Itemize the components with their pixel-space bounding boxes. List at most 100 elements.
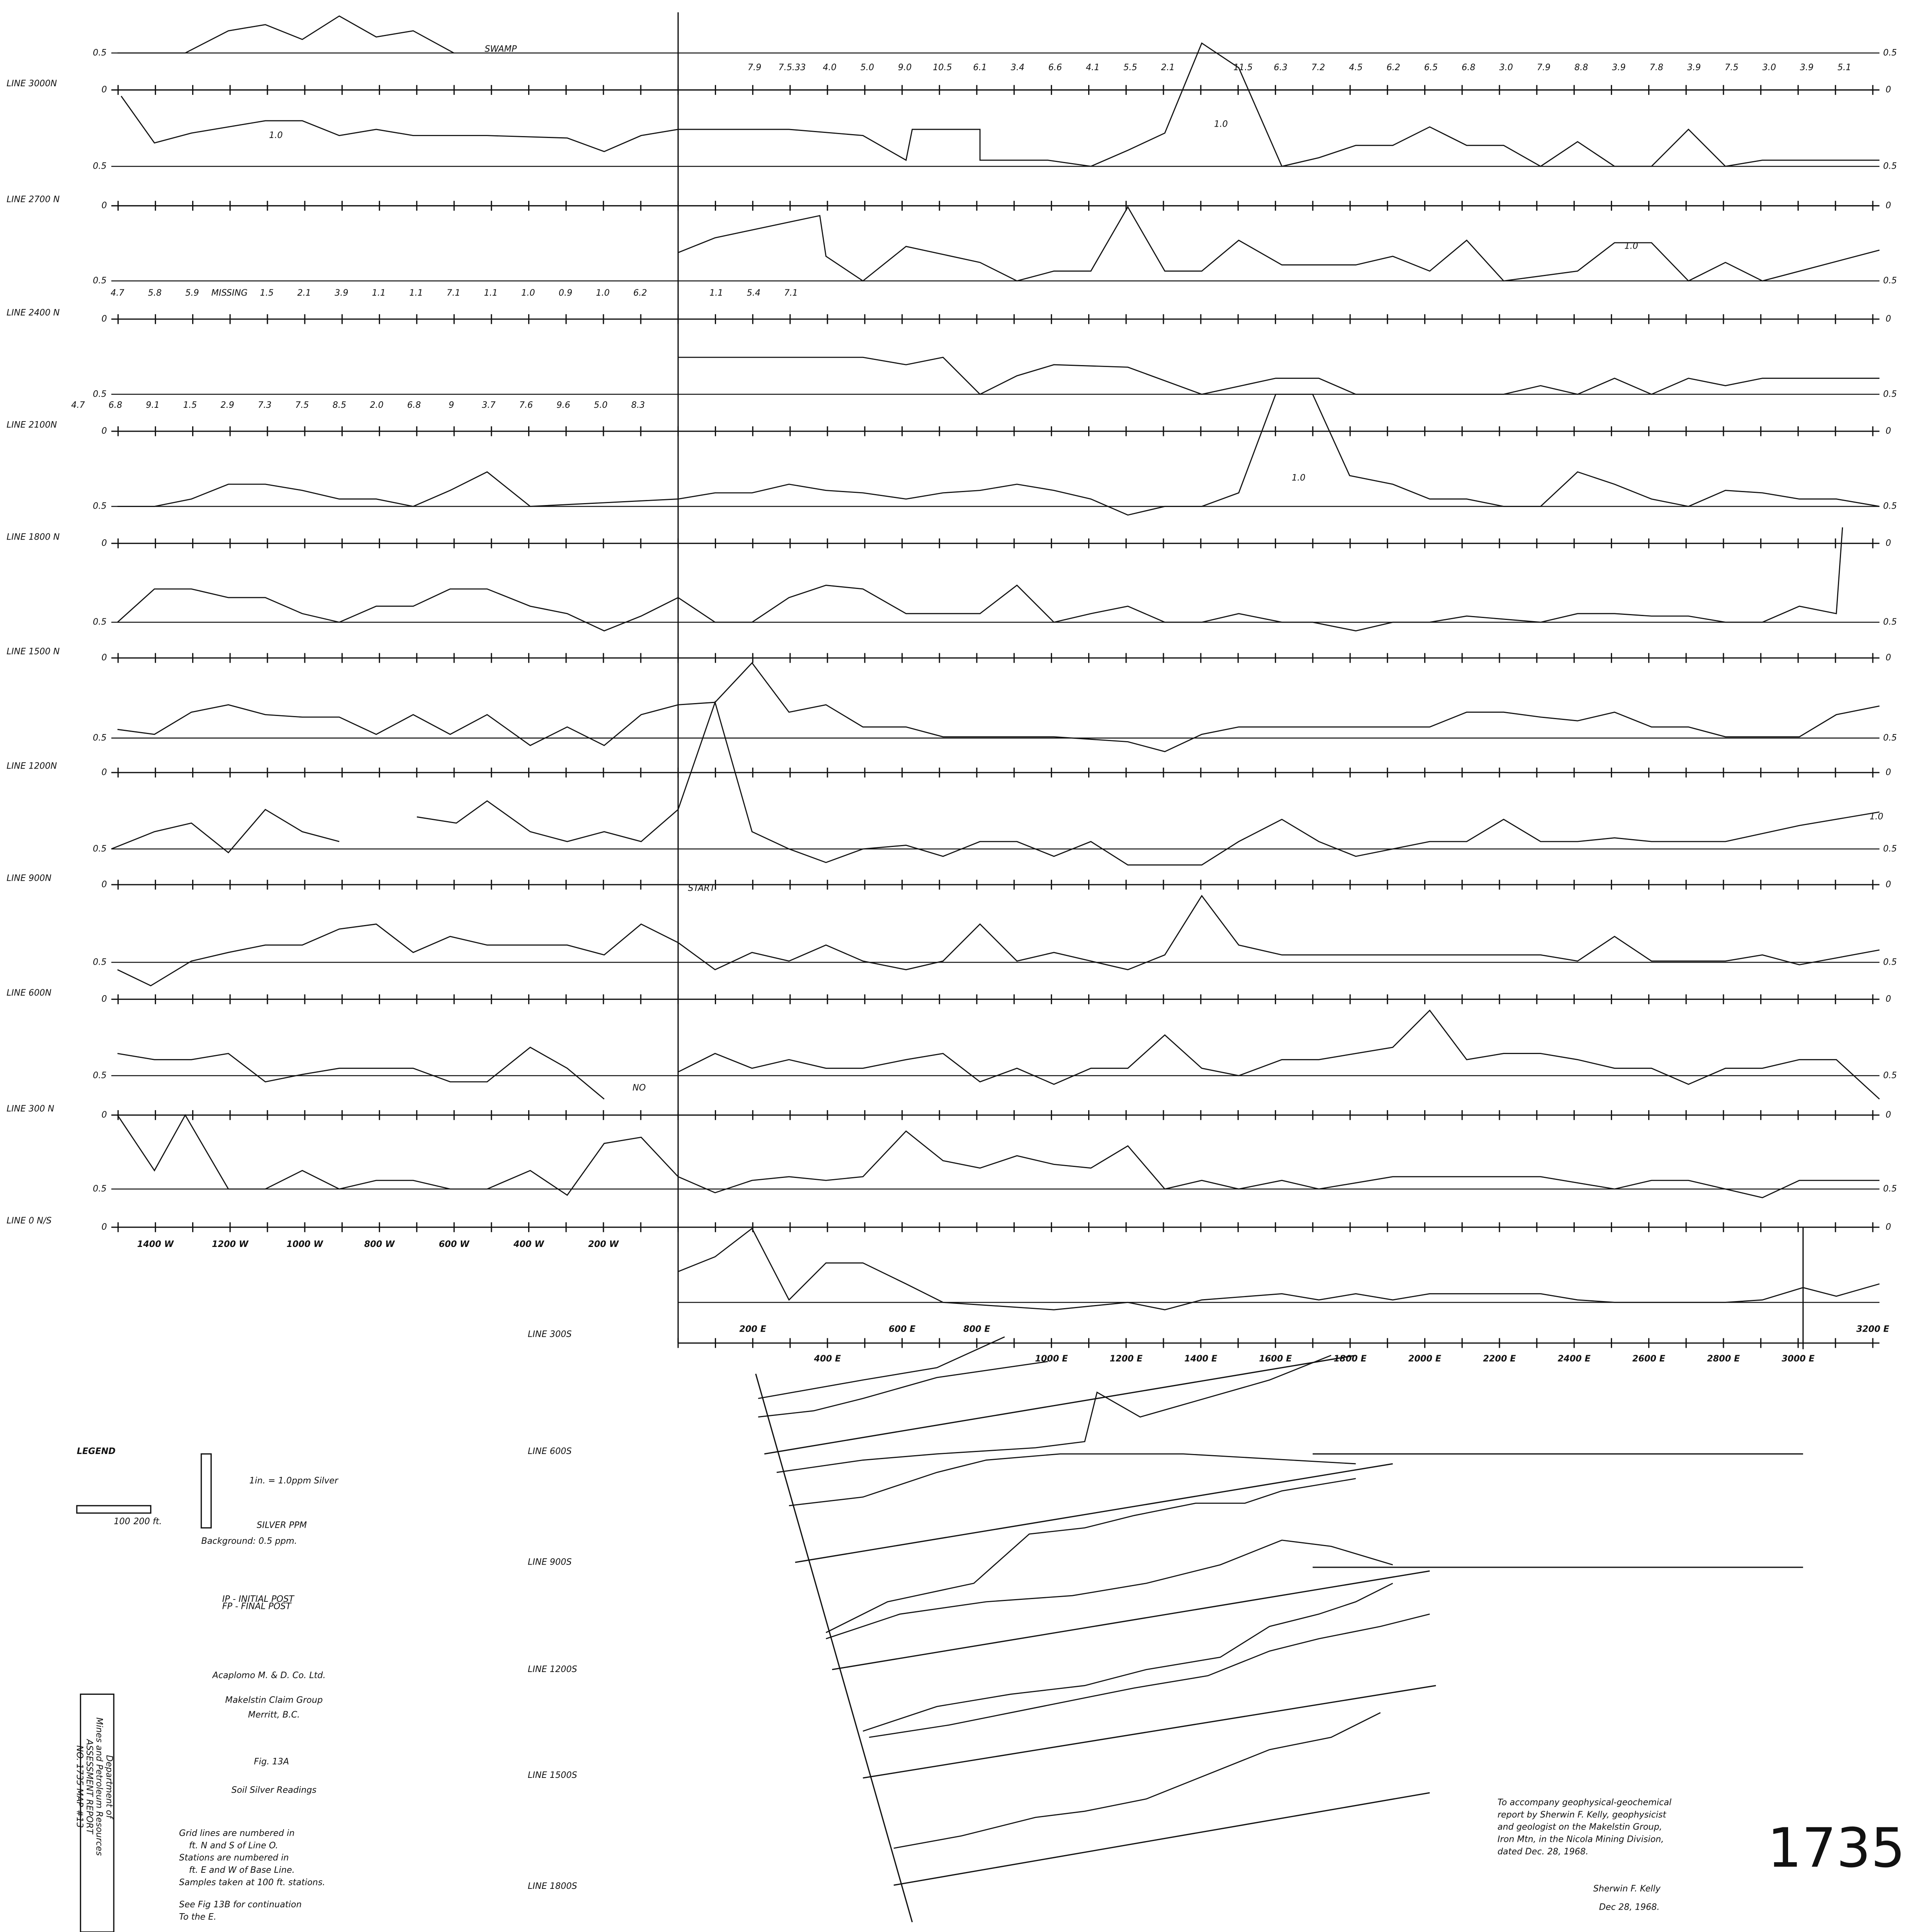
line-label: LINE 3000N xyxy=(7,79,57,89)
reading: 5.4 xyxy=(747,288,760,298)
level-label: 0 xyxy=(102,767,107,777)
reading: MISSING xyxy=(211,288,248,298)
level-label: 0 xyxy=(102,880,107,889)
level-label: 0.5 xyxy=(93,733,107,743)
profile xyxy=(117,15,454,54)
profile xyxy=(789,1453,1356,1507)
reading: 7.1 xyxy=(447,288,460,298)
station-label: 2000 E xyxy=(1409,1354,1441,1364)
stamp-box xyxy=(80,1693,115,1932)
profile xyxy=(825,1478,1356,1633)
level-label: 0 xyxy=(102,994,107,1004)
profile xyxy=(758,1336,1005,1399)
reading: 3.9 xyxy=(1612,63,1626,73)
stamp-text: Department of xyxy=(104,1755,114,1819)
level-label: 0.5 xyxy=(1883,276,1897,286)
reading: 3.9 xyxy=(334,288,348,298)
level-label: 0 xyxy=(102,85,107,95)
station-label: 200 E xyxy=(739,1325,766,1334)
reading: 3.4 xyxy=(1011,63,1024,73)
level-label: 1.0 xyxy=(1870,812,1883,822)
station-label: 3000 E xyxy=(1782,1354,1815,1364)
profiles xyxy=(111,15,1880,1310)
level-label: 0.5 xyxy=(1883,1071,1897,1080)
reading: 7.9 xyxy=(748,63,762,73)
level-label: 0 xyxy=(102,1110,107,1120)
reading: 3.0 xyxy=(1499,63,1513,73)
reading: 11.5 xyxy=(1234,63,1253,73)
profile xyxy=(120,42,1879,167)
level-label: 0.5 xyxy=(1883,617,1897,627)
certification: dated Dec. 28, 1968. xyxy=(1498,1847,1589,1857)
station-label: 2200 E xyxy=(1483,1354,1516,1364)
annotation: START xyxy=(688,883,716,893)
skewed-line xyxy=(893,1792,1430,1886)
reading: 1.0 xyxy=(521,288,535,298)
subtitle: Merritt, B.C. xyxy=(248,1710,300,1720)
reading: 7.5 xyxy=(295,400,309,410)
level-label: 0.5 xyxy=(1883,844,1897,854)
level-label: 0.5 xyxy=(93,957,107,967)
reading: 4.7 xyxy=(71,400,85,410)
reading: 5.1 xyxy=(1838,63,1851,73)
line-label: LINE 1500 N xyxy=(7,647,60,657)
note: Samples taken at 100 ft. stations. xyxy=(179,1878,325,1888)
line-label: LINE 600N xyxy=(7,988,51,998)
station-label: 400 W xyxy=(513,1240,545,1249)
level-label: 0.5 xyxy=(93,1071,107,1080)
station-label: 1200 E xyxy=(1110,1354,1143,1364)
profile xyxy=(117,1114,1879,1198)
reading: 7.9 xyxy=(1537,63,1550,73)
level-label: 0.5 xyxy=(1883,389,1897,399)
profile xyxy=(869,1613,1430,1738)
skewed-line xyxy=(863,1685,1436,1779)
station-label: 1800 E xyxy=(1334,1354,1367,1364)
reading: 6.3 xyxy=(1274,63,1287,73)
line-label: LINE 1200N xyxy=(7,762,57,771)
level-label: 0 xyxy=(1886,538,1891,548)
legend-text: FP - FINAL POST xyxy=(222,1602,292,1612)
reading: 3.9 xyxy=(1800,63,1814,73)
legend-text: 200 ft. xyxy=(133,1517,162,1527)
reading: 4.1 xyxy=(1086,63,1100,73)
level-label: 0 xyxy=(1886,767,1891,777)
heading: Soil Silver Readings xyxy=(231,1785,316,1795)
reading: 9 xyxy=(449,400,454,410)
reading: 7.5 xyxy=(1725,63,1738,73)
station-label: 2800 E xyxy=(1707,1354,1740,1364)
station-label: 800 W xyxy=(364,1240,396,1249)
profile xyxy=(678,356,1879,395)
reading: 1.1 xyxy=(484,288,498,298)
line-label: LINE 1200S xyxy=(528,1665,577,1674)
reading: 2.1 xyxy=(297,288,311,298)
line-label: LINE 2100N xyxy=(7,420,57,430)
profile xyxy=(117,894,1880,987)
line-label: LINE 0 N/S xyxy=(7,1216,52,1226)
reading: 7.2 xyxy=(1311,63,1325,73)
profile xyxy=(678,206,1880,282)
profile xyxy=(758,1361,1048,1418)
station-label: 2600 E xyxy=(1632,1354,1665,1364)
annotation: NO xyxy=(633,1083,646,1093)
subtitle: Makelstin Claim Group xyxy=(225,1696,323,1705)
station-label: 800 E xyxy=(963,1325,991,1334)
station-label: 1200 W xyxy=(212,1240,249,1249)
legend-text: SILVER PPM xyxy=(257,1520,307,1530)
note: Stations are numbered in xyxy=(179,1853,289,1863)
level-label: 0 xyxy=(102,314,107,324)
reading: 10.5 xyxy=(933,63,952,73)
level-label: 0 xyxy=(1886,653,1891,663)
reading: 1.5 xyxy=(183,400,197,410)
profile xyxy=(678,1009,1880,1100)
reading: 6.2 xyxy=(1387,63,1400,73)
level-label: 0 xyxy=(1886,426,1891,436)
reading: 6.8 xyxy=(407,400,421,410)
reading: 1.1 xyxy=(409,288,423,298)
note: Grid lines are numbered in xyxy=(179,1828,295,1838)
level-label: 1.0 xyxy=(1625,242,1638,251)
scale-bar xyxy=(76,1505,151,1514)
station-label: 200 W xyxy=(588,1240,620,1249)
level-label: 0 xyxy=(1886,994,1891,1004)
